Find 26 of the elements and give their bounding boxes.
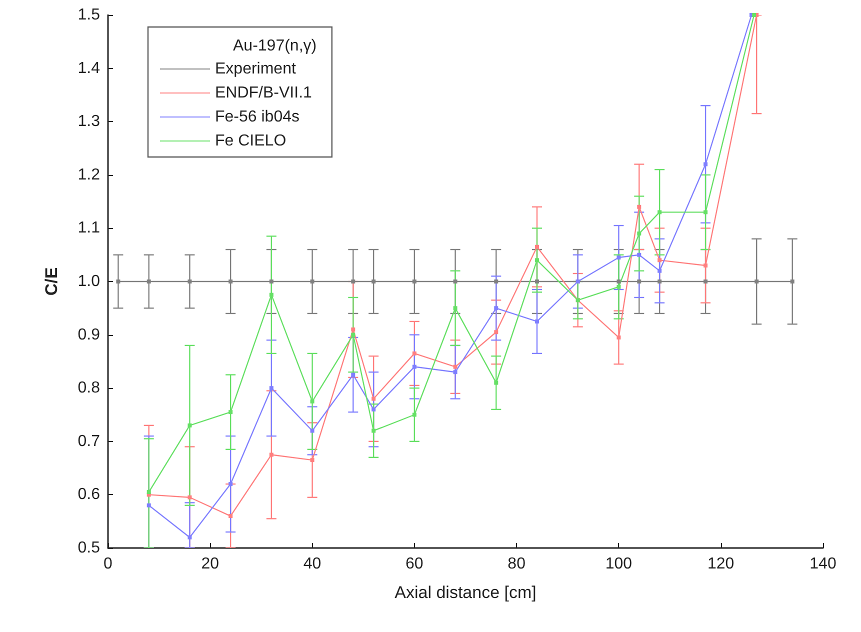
legend-title: Au-197(n,γ) xyxy=(233,38,317,54)
y-axis-title: C/E xyxy=(42,267,61,296)
legend-label: Fe CIELO xyxy=(215,132,286,150)
y-tick-label: 0.6 xyxy=(78,486,100,504)
x-tick-label: 20 xyxy=(201,556,220,572)
x-tick-label: 100 xyxy=(605,556,632,572)
y-tick-label: 0.7 xyxy=(78,432,100,450)
y-tick-label: 1.5 xyxy=(78,6,100,24)
legend-label: ENDF/B-VII.1 xyxy=(215,84,312,102)
y-tick-label: 1.3 xyxy=(78,113,100,130)
x-tick-label: 40 xyxy=(303,556,322,572)
x-tick-label: 80 xyxy=(508,556,526,572)
x-tick-label: 140 xyxy=(810,556,836,572)
y-tick-label: 0.8 xyxy=(78,380,100,397)
y-tick-label: 1.2 xyxy=(78,166,100,184)
x-tick-label: 0 xyxy=(104,556,113,572)
y-tick-label: 1.0 xyxy=(78,273,100,290)
legend-label: Fe-56 ib04s xyxy=(215,108,300,126)
y-tick-label: 0.5 xyxy=(78,540,100,556)
y-tick-label: 1.4 xyxy=(78,60,100,77)
x-axis-title: Axial distance [cm] xyxy=(394,583,536,602)
y-tick-label: 0.9 xyxy=(78,326,100,344)
legend-label: Experiment xyxy=(215,60,296,78)
y-tick-label: 1.1 xyxy=(78,220,100,237)
x-tick-label: 120 xyxy=(708,556,734,572)
x-tick-label: 60 xyxy=(406,556,424,572)
